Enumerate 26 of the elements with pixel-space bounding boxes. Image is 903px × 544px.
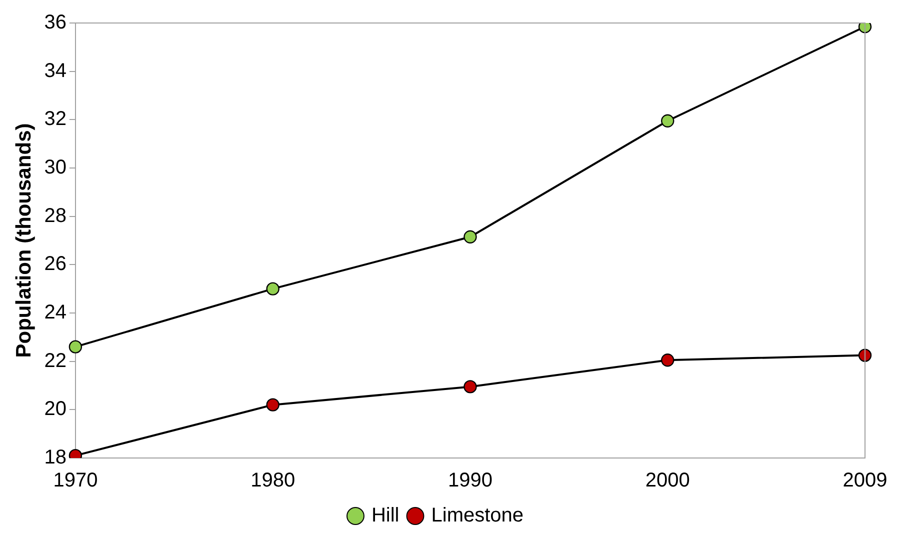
y-tick-label: 28 xyxy=(44,204,66,227)
point xyxy=(464,230,477,244)
y-tick-label: 26 xyxy=(44,253,66,276)
point xyxy=(266,398,280,412)
point xyxy=(464,380,477,394)
y-tick-label: 22 xyxy=(44,350,66,372)
y-tick-label: 18 xyxy=(44,446,66,469)
point xyxy=(68,340,82,354)
y-tick-label: 30 xyxy=(44,156,66,179)
x-tick-label: 2009 xyxy=(842,470,888,492)
y-tick-label: 34 xyxy=(44,60,66,82)
x-tick-label: 1970 xyxy=(53,470,98,492)
y-tick-label: 20 xyxy=(44,398,66,420)
point xyxy=(858,348,872,362)
x-tick-label: 1990 xyxy=(448,470,492,492)
y-tick-label: 36 xyxy=(44,12,66,34)
x-tick-label: 2000 xyxy=(645,470,690,492)
point xyxy=(266,282,280,296)
y-tick-label: 24 xyxy=(44,302,66,324)
x-tick-label: 1980 xyxy=(250,470,296,492)
point xyxy=(661,354,674,367)
legend-label: Limestone xyxy=(431,504,524,527)
y-tick-label: 32 xyxy=(44,108,66,130)
point xyxy=(661,114,674,128)
y-axis-title: Population (thousands) xyxy=(12,123,36,358)
legend-label: Hill xyxy=(371,504,400,527)
